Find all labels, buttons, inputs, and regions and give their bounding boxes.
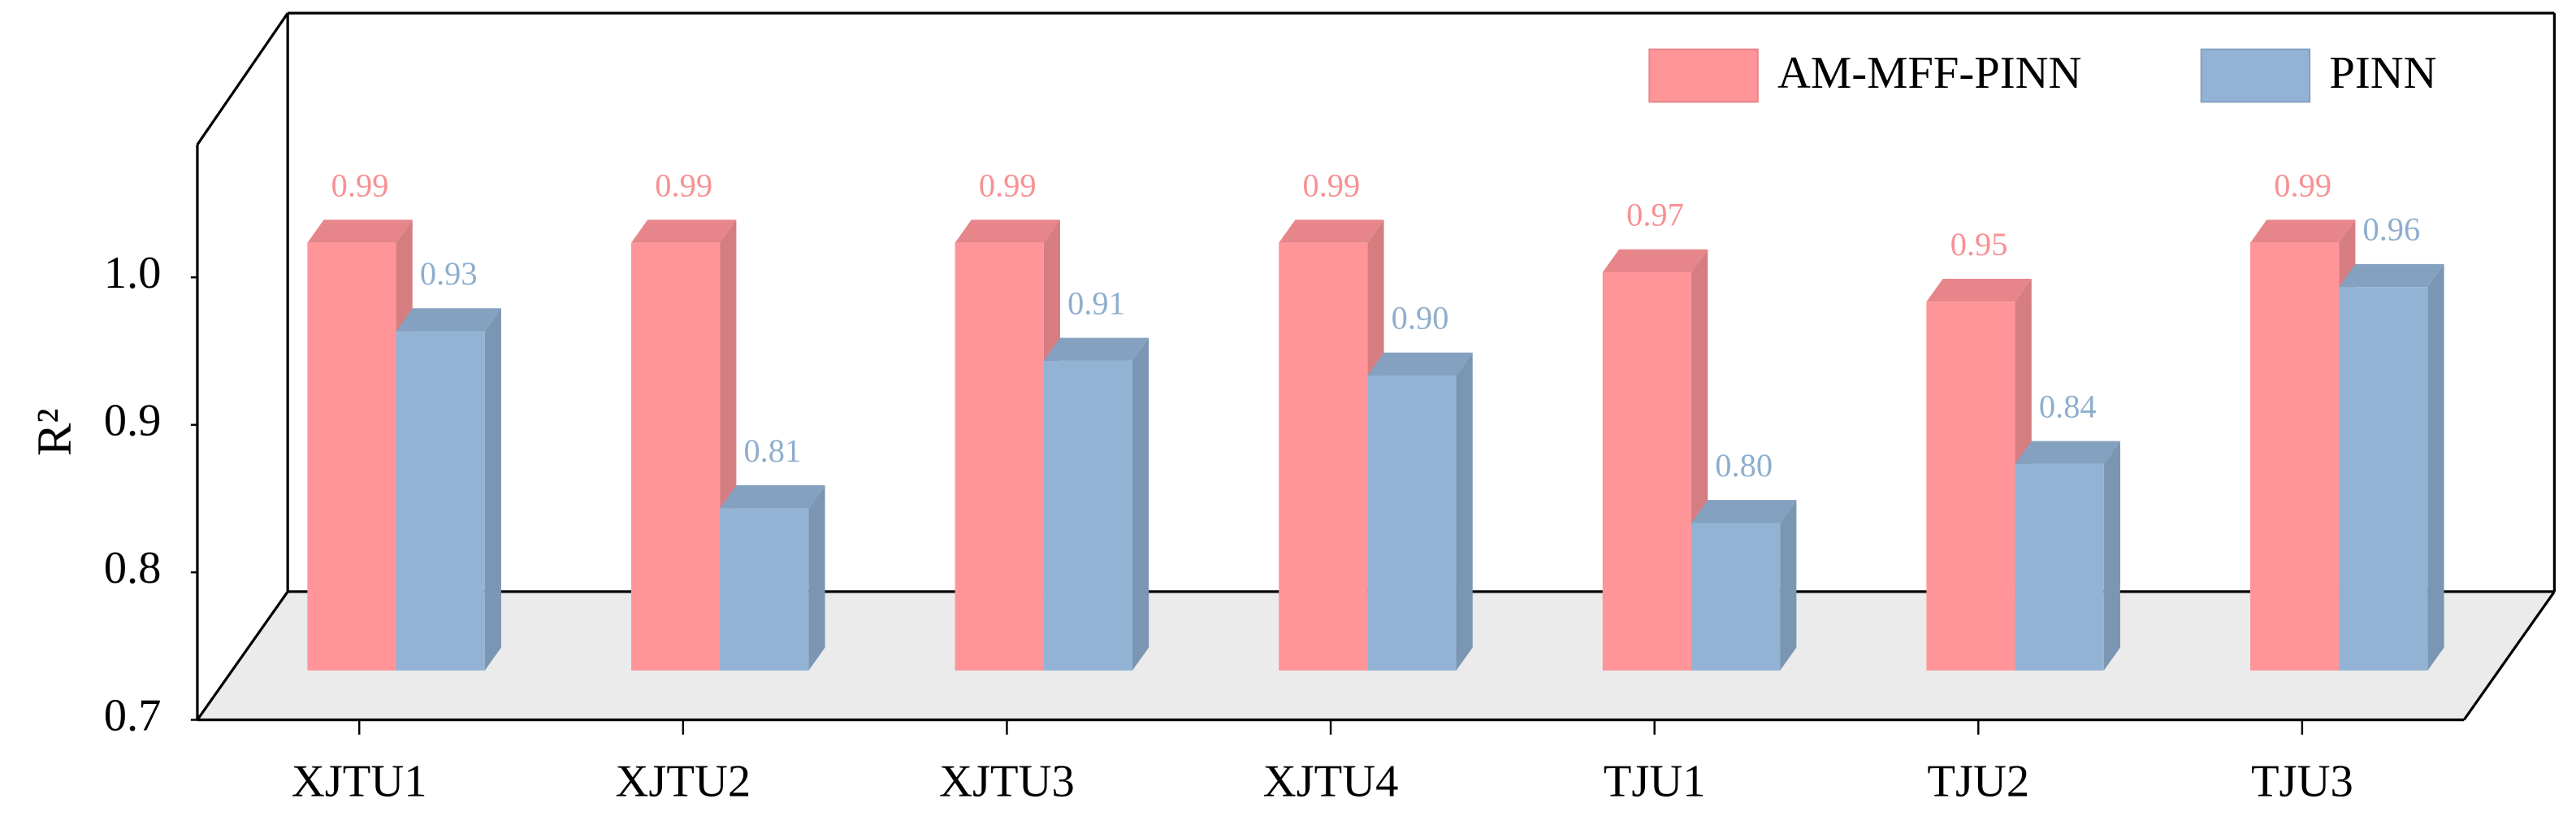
bar-side bbox=[484, 308, 501, 671]
bar-top bbox=[1691, 500, 1797, 523]
bar bbox=[1367, 376, 1457, 671]
bar-top bbox=[1926, 278, 2032, 302]
x-tick-label: TJU2 bbox=[1927, 756, 2029, 806]
bar bbox=[1926, 302, 2015, 671]
x-tick-label: XJTU4 bbox=[1263, 756, 1399, 806]
value-label: 0.95 bbox=[1950, 226, 2008, 263]
value-label: 0.93 bbox=[420, 255, 478, 292]
bar bbox=[307, 242, 396, 671]
bar bbox=[396, 331, 485, 671]
frame-line bbox=[196, 12, 289, 145]
x-tick-label: TJU3 bbox=[2251, 756, 2353, 806]
bar bbox=[955, 242, 1044, 671]
y-axis-title: R² bbox=[28, 408, 82, 456]
frame-line bbox=[2462, 590, 2556, 721]
x-tick-label: XJTU2 bbox=[616, 756, 751, 806]
legend-label: AM-MFF-PINN bbox=[1777, 48, 2081, 98]
x-tick-label: XJTU3 bbox=[939, 756, 1075, 806]
bar-top bbox=[1602, 249, 1708, 273]
legend-label: PINN bbox=[2329, 48, 2436, 98]
bar bbox=[2249, 242, 2340, 671]
bar bbox=[2015, 463, 2104, 671]
value-label: 0.80 bbox=[1715, 447, 1773, 484]
legend-swatch bbox=[1648, 48, 1759, 103]
bar-top bbox=[307, 219, 413, 243]
value-label: 0.90 bbox=[1392, 300, 1449, 337]
x-tick-label: XJTU1 bbox=[292, 756, 427, 806]
bar bbox=[2339, 287, 2428, 671]
bar-top bbox=[396, 308, 501, 332]
value-label: 0.99 bbox=[331, 167, 389, 203]
bar-side bbox=[1780, 500, 1797, 671]
bar bbox=[1279, 242, 1368, 671]
value-label: 0.84 bbox=[2039, 388, 2097, 424]
x-tick-label: TJU1 bbox=[1604, 756, 1706, 806]
bar-side bbox=[2103, 441, 2120, 671]
value-label: 0.99 bbox=[655, 167, 712, 203]
bar bbox=[1602, 272, 1691, 671]
bar-top bbox=[2339, 263, 2444, 288]
bar-side bbox=[808, 485, 825, 671]
bar bbox=[630, 242, 721, 671]
value-label: 0.81 bbox=[743, 432, 801, 469]
frame-line bbox=[196, 590, 289, 721]
bar-top bbox=[720, 485, 825, 509]
y-tick-label: 0.7 bbox=[104, 691, 162, 741]
y-tick-label: 0.9 bbox=[104, 396, 162, 446]
value-label: 0.91 bbox=[1067, 284, 1125, 321]
bar-top bbox=[1279, 219, 1384, 243]
value-label: 0.99 bbox=[2274, 167, 2331, 203]
value-label: 0.96 bbox=[2363, 211, 2421, 248]
value-label: 0.99 bbox=[1303, 167, 1361, 203]
bar-side bbox=[2427, 263, 2444, 671]
legend-swatch bbox=[2200, 48, 2311, 103]
bar-top bbox=[2249, 219, 2356, 243]
bar-top bbox=[955, 219, 1060, 243]
y-tick-label: 0.8 bbox=[104, 543, 162, 593]
value-label: 0.97 bbox=[1626, 197, 1684, 233]
bar-side bbox=[1456, 352, 1473, 671]
y-tick-label: 1.0 bbox=[104, 248, 162, 298]
bar-top bbox=[1043, 337, 1149, 361]
bar-top bbox=[2015, 441, 2120, 464]
bar-top bbox=[630, 219, 737, 243]
bar-top bbox=[1367, 352, 1473, 376]
bar bbox=[1691, 523, 1781, 671]
value-label: 0.99 bbox=[979, 167, 1037, 203]
bar bbox=[1043, 360, 1132, 671]
bar bbox=[720, 508, 809, 671]
bar-side bbox=[1132, 337, 1149, 671]
